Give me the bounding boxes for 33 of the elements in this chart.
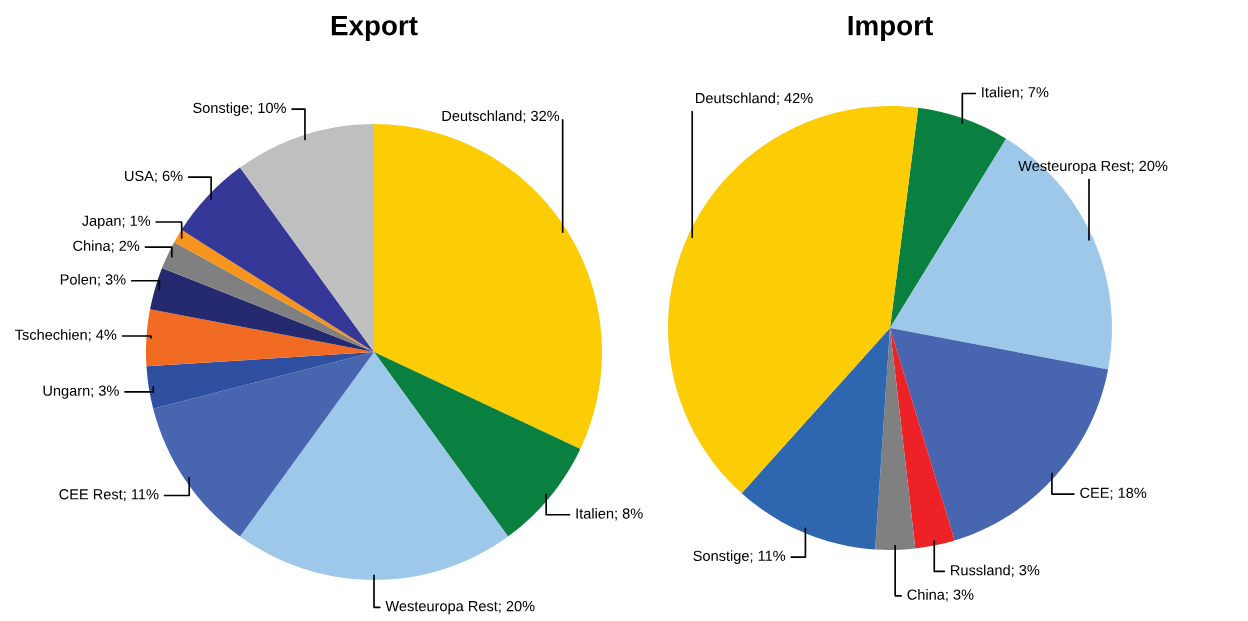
pie-slice	[374, 124, 602, 450]
slice-label: Deutschland; 32%	[442, 110, 560, 123]
pie-slice	[174, 229, 374, 352]
slice-label: Russland; 3%	[951, 564, 1040, 578]
pie-slice	[146, 309, 374, 367]
slice-label: Japan; 1%	[81, 215, 151, 229]
slice-label: Sonstige; 11%	[693, 550, 786, 564]
pie-slice	[668, 106, 919, 494]
pie-slice	[741, 328, 890, 550]
slice-label: Italien; 7%	[982, 86, 1049, 100]
pie-slice	[162, 242, 374, 352]
slice-label: China; 3%	[907, 589, 974, 602]
slice-label: Tschechien; 4%	[15, 329, 117, 342]
slice-label: Polen; 3%	[60, 273, 126, 287]
slice-label: China; 2%	[73, 240, 140, 253]
pie-slice	[146, 352, 374, 409]
pie-slice	[890, 107, 1007, 328]
pie-slice	[890, 328, 955, 549]
slice-label: CEE Rest; 11%	[59, 489, 159, 502]
slice-label: USA; 6%	[125, 170, 183, 183]
pie-slice	[181, 167, 374, 352]
pie-slice	[239, 124, 374, 352]
slice-label: Italien; 8%	[576, 507, 643, 521]
pie-slice	[239, 352, 509, 580]
slice-label: Sonstige; 10%	[193, 102, 286, 116]
chart-title: Export	[331, 16, 418, 41]
slice-label: Westeuropa Rest; 20%	[385, 600, 535, 615]
slice-label: Ungarn; 3%	[43, 385, 119, 399]
slice-label: CEE; 18%	[1080, 487, 1147, 500]
slice-label: Westeuropa Rest; 20%	[1018, 160, 1168, 174]
pie-slice	[150, 268, 374, 352]
chart-title: Import	[848, 16, 933, 41]
slice-label: Deutschland; 42%	[696, 92, 813, 105]
